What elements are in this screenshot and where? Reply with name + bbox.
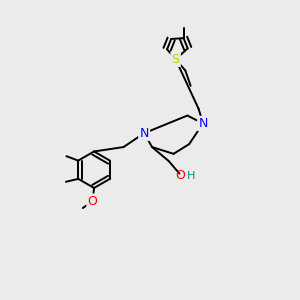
Text: H: H [186, 171, 195, 181]
Text: O: O [88, 195, 98, 208]
Text: O: O [176, 169, 185, 182]
Text: N: N [198, 117, 208, 130]
Text: S: S [172, 53, 180, 66]
Text: N: N [140, 127, 149, 140]
